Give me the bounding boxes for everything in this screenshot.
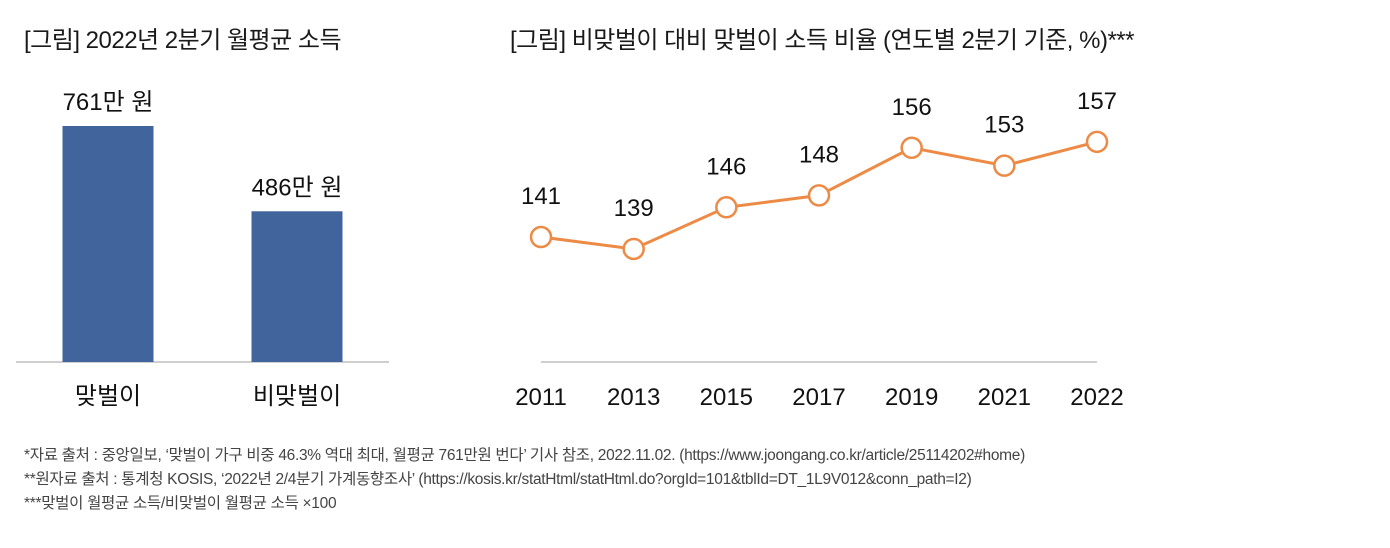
footnote-raw-source: **원자료 출처 : 통계청 KOSIS, ‘2022년 2/4분기 가계동향조… [24,471,972,488]
bar-data-label: 761만 원 [63,89,154,116]
line-point-2022 [1085,130,1109,154]
line-data-label: 148 [799,141,839,168]
bar-맞벌이 [62,126,154,362]
line-x-tick-label: 2019 [885,384,938,411]
footnote-formula: ***맞벌이 월평균 소득/비맞벌이 월평균 소득 ×100 [24,495,337,512]
line-point-2017 [807,184,831,207]
line-point-2013 [622,237,645,261]
line-x-tick-label: 2021 [978,384,1031,411]
line-x-tick-label: 2022 [1070,384,1123,411]
line-point-2011 [529,225,553,249]
line-chart-title: [그림] 비맞벌이 대비 맞벌이 소득 비율 (연도별 2분기 기준, %)**… [510,27,1134,54]
line-data-label: 139 [614,195,654,222]
footnote-source: *자료 출처 : 중앙일보, ‘맞벌이 가구 비중 46.3% 역대 최대, 월… [24,447,1025,464]
line-x-tick-label: 2015 [700,384,753,411]
bar-category-label: 비맞벌이 [253,383,341,410]
bar-category-label: 맞벌이 [75,383,141,410]
bar-비맞벌이 [251,211,343,362]
line-point-2015 [715,196,738,219]
line-x-tick-label: 2013 [607,384,660,411]
line-x-tick-label: 2011 [515,384,567,411]
line-chart: 141 2011 139 2013 146 2015 148 2017 156 2019 153 20… [515,88,1124,411]
bar-data-label: 486만 원 [252,174,343,201]
line-data-label: 146 [706,153,746,180]
line-x-tick-label: 2017 [792,384,845,411]
footnotes: *자료 출처 : 중앙일보, ‘맞벌이 가구 비중 46.3% 역대 최대, 월… [24,444,1025,516]
line-data-label: 157 [1077,88,1117,115]
line-data-label: 156 [892,94,932,121]
line-data-label: 153 [984,112,1024,139]
line-point-2021 [993,154,1016,177]
line-point-2019 [900,136,923,160]
line-data-label: 141 [521,183,561,210]
bar-chart-title: [그림] 2022년 2분기 월평균 소득 [24,27,342,54]
